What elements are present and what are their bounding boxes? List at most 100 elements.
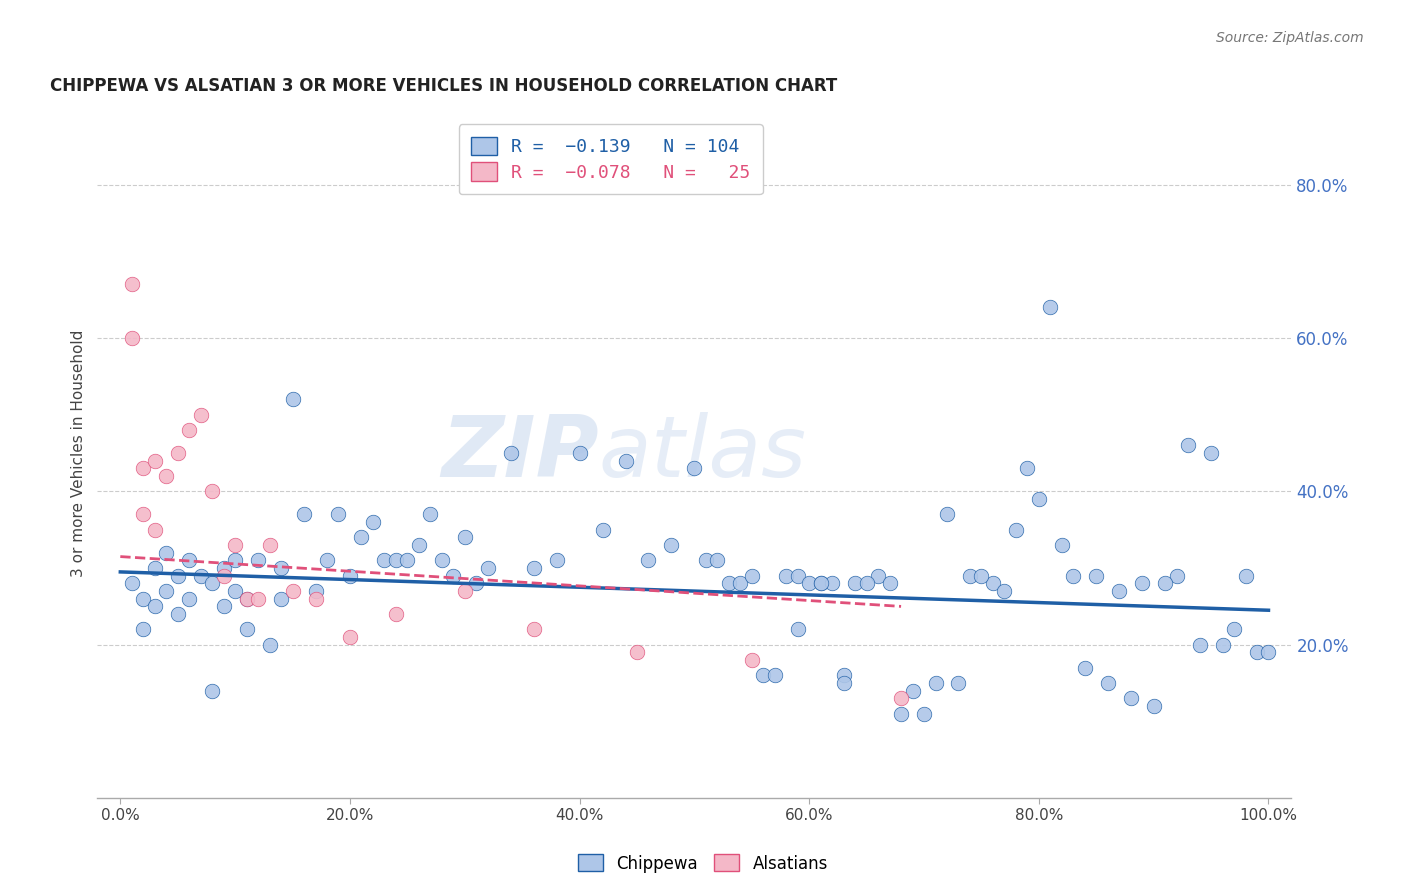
Point	[430, 553, 453, 567]
Point	[752, 668, 775, 682]
Point	[166, 568, 188, 582]
Point	[1097, 676, 1119, 690]
Point	[121, 277, 143, 292]
Point	[235, 591, 257, 606]
Point	[190, 568, 212, 582]
Point	[259, 538, 281, 552]
Point	[832, 668, 855, 682]
Point	[775, 568, 797, 582]
Point	[1108, 584, 1130, 599]
Point	[912, 706, 935, 721]
Point	[1234, 568, 1257, 582]
Point	[879, 576, 901, 591]
Point	[373, 553, 395, 567]
Point	[706, 553, 728, 567]
Point	[179, 553, 201, 567]
Point	[419, 508, 441, 522]
Point	[1130, 576, 1153, 591]
Point	[832, 676, 855, 690]
Point	[1177, 438, 1199, 452]
Point	[1166, 568, 1188, 582]
Legend: Chippewa, Alsatians: Chippewa, Alsatians	[571, 847, 835, 880]
Point	[890, 691, 912, 706]
Point	[247, 553, 270, 567]
Point	[730, 576, 752, 591]
Point	[166, 607, 188, 621]
Point	[179, 423, 201, 437]
Point	[1017, 461, 1039, 475]
Y-axis label: 3 or more Vehicles in Household: 3 or more Vehicles in Household	[72, 329, 86, 577]
Point	[132, 461, 155, 475]
Point	[143, 561, 166, 575]
Point	[959, 568, 981, 582]
Point	[546, 553, 568, 567]
Point	[614, 454, 637, 468]
Point	[201, 576, 224, 591]
Point	[316, 553, 339, 567]
Point	[339, 568, 361, 582]
Point	[1212, 638, 1234, 652]
Point	[1143, 699, 1166, 714]
Point	[890, 706, 912, 721]
Point	[901, 683, 924, 698]
Point	[121, 331, 143, 345]
Point	[212, 568, 235, 582]
Point	[810, 576, 832, 591]
Point	[385, 553, 408, 567]
Point	[981, 576, 1004, 591]
Point	[592, 523, 614, 537]
Point	[454, 584, 477, 599]
Point	[143, 454, 166, 468]
Point	[523, 623, 546, 637]
Point	[259, 638, 281, 652]
Point	[155, 584, 177, 599]
Point	[224, 553, 246, 567]
Point	[166, 446, 188, 460]
Point	[948, 676, 970, 690]
Point	[855, 576, 877, 591]
Point	[132, 623, 155, 637]
Point	[385, 607, 408, 621]
Point	[1199, 446, 1222, 460]
Point	[143, 523, 166, 537]
Text: Source: ZipAtlas.com: Source: ZipAtlas.com	[1216, 31, 1364, 45]
Point	[568, 446, 591, 460]
Point	[523, 561, 546, 575]
Point	[1257, 645, 1279, 659]
Point	[924, 676, 946, 690]
Point	[1074, 661, 1097, 675]
Point	[224, 538, 246, 552]
Point	[143, 599, 166, 614]
Point	[201, 683, 224, 698]
Point	[1028, 492, 1050, 507]
Point	[339, 630, 361, 644]
Point	[661, 538, 683, 552]
Point	[155, 469, 177, 483]
Point	[201, 484, 224, 499]
Point	[1005, 523, 1028, 537]
Point	[637, 553, 659, 567]
Point	[1085, 568, 1108, 582]
Point	[786, 623, 808, 637]
Point	[304, 584, 326, 599]
Legend: R =  −0.139   N = 104, R =  −0.078   N =   25: R = −0.139 N = 104, R = −0.078 N = 25	[458, 124, 763, 194]
Point	[190, 408, 212, 422]
Point	[1154, 576, 1177, 591]
Point	[626, 645, 648, 659]
Point	[212, 599, 235, 614]
Point	[408, 538, 430, 552]
Point	[121, 576, 143, 591]
Point	[810, 576, 832, 591]
Point	[741, 568, 763, 582]
Point	[499, 446, 522, 460]
Point	[361, 515, 384, 529]
Point	[270, 591, 292, 606]
Point	[477, 561, 499, 575]
Point	[844, 576, 866, 591]
Point	[763, 668, 786, 682]
Point	[441, 568, 464, 582]
Point	[304, 591, 326, 606]
Point	[786, 568, 808, 582]
Point	[247, 591, 270, 606]
Point	[970, 568, 993, 582]
